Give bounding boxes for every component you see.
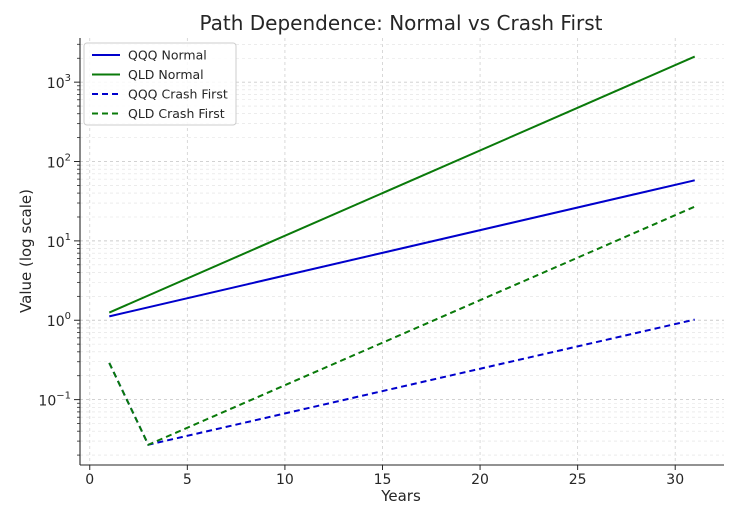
legend: QQQ Normal QLD Normal QQQ Crash First QLD C… <box>83 42 237 126</box>
y-tick-label: 103 <box>47 73 71 92</box>
x-tick-label: 15 <box>374 472 392 488</box>
x-tick-label: 0 <box>85 472 94 488</box>
y-tick-label: 10−1 <box>38 391 71 410</box>
x-tick-label: 10 <box>276 472 294 488</box>
legend-label: QQQ Crash First <box>128 87 228 102</box>
series-layer <box>108 55 696 447</box>
ticks: 0 5 10 15 20 25 30 10−1 100 101 102 103 <box>38 43 684 488</box>
legend-label: QLD Crash First <box>128 106 225 121</box>
legend-box <box>83 42 237 126</box>
x-tick-label: 20 <box>471 472 489 488</box>
series-line-qld-normal <box>108 55 696 314</box>
series-line-qqq-crash-first <box>108 318 695 446</box>
x-tick-label: 30 <box>666 472 684 488</box>
y-tick-label: 102 <box>47 153 71 172</box>
y-axis-label: Value (log scale) <box>17 189 35 313</box>
legend-label: QQQ Normal <box>128 48 207 63</box>
series-line-qld-crash-first <box>108 205 696 447</box>
legend-label: QLD Normal <box>128 67 204 82</box>
chart-title: Path Dependence: Normal vs Crash First <box>199 11 602 35</box>
x-axis-label: Years <box>380 487 421 505</box>
x-tick-label: 5 <box>183 472 192 488</box>
y-tick-label: 101 <box>47 232 71 251</box>
series-line-qqq-normal <box>109 179 695 318</box>
y-tick-label: 100 <box>47 311 71 330</box>
x-tick-label: 25 <box>569 472 587 488</box>
